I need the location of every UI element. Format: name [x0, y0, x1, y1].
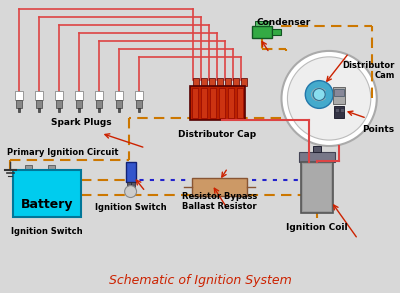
Text: Primary Ignition Circuit: Primary Ignition Circuit [6, 148, 118, 157]
Bar [233, 78, 239, 86]
Bar [255, 21, 268, 26]
Bar [38, 108, 40, 112]
Bar [134, 91, 142, 100]
Bar [96, 100, 102, 108]
Text: Ballast Resistor: Ballast Resistor [182, 202, 257, 212]
Bar [303, 164, 331, 211]
Circle shape [282, 51, 377, 146]
Bar [241, 78, 247, 86]
Text: Points: Points [362, 125, 395, 134]
Text: Ignition Switch: Ignition Switch [12, 227, 83, 236]
Bar [192, 88, 198, 118]
Bar [136, 100, 142, 108]
Bar [219, 88, 225, 118]
Bar [58, 108, 60, 112]
Circle shape [125, 186, 136, 197]
Bar [16, 100, 22, 108]
Bar [14, 170, 81, 217]
Bar [98, 108, 100, 112]
Text: Distributor
Cam: Distributor Cam [342, 61, 395, 80]
Bar [55, 91, 63, 100]
Bar [75, 91, 83, 100]
Bar [209, 78, 215, 86]
Bar [48, 165, 55, 170]
Bar [299, 152, 335, 162]
Bar [335, 108, 339, 112]
Circle shape [288, 57, 371, 140]
Bar [334, 88, 344, 96]
Text: Condenser: Condenser [257, 18, 311, 27]
Circle shape [305, 81, 333, 108]
Bar [210, 88, 216, 118]
Text: Spark Plugs: Spark Plugs [51, 118, 111, 127]
Bar [78, 108, 80, 112]
Text: Ignition Switch: Ignition Switch [95, 203, 166, 212]
Bar [36, 100, 42, 108]
Bar [217, 78, 223, 86]
Bar [118, 108, 120, 112]
Bar [252, 26, 272, 38]
Bar [201, 88, 207, 118]
Bar [313, 146, 321, 152]
Text: Schematic of Ignition System: Schematic of Ignition System [109, 274, 292, 287]
Bar [95, 91, 103, 100]
Bar [18, 108, 20, 112]
Bar [76, 100, 82, 108]
Text: Battery: Battery [21, 197, 74, 210]
Bar [301, 162, 333, 213]
Bar [190, 86, 245, 120]
Bar [56, 100, 62, 108]
Bar [35, 91, 43, 100]
Text: Ignition Coil: Ignition Coil [286, 223, 348, 232]
Bar [138, 108, 140, 112]
Circle shape [313, 88, 325, 100]
Bar [16, 91, 23, 100]
Bar [228, 88, 234, 118]
Bar [126, 162, 136, 182]
Bar [225, 78, 231, 86]
Bar [25, 165, 32, 170]
Bar [115, 91, 123, 100]
Text: Distributor Cap: Distributor Cap [178, 130, 256, 139]
Bar [193, 78, 199, 86]
Bar [201, 78, 207, 86]
Bar [340, 108, 344, 112]
Bar [130, 182, 134, 187]
Text: Resistor Bypass: Resistor Bypass [182, 192, 257, 201]
Bar [237, 88, 243, 118]
Bar [127, 182, 130, 187]
Bar [272, 29, 282, 35]
Bar [333, 86, 345, 104]
Bar [334, 106, 344, 118]
Bar [116, 100, 122, 108]
Bar [192, 178, 247, 195]
